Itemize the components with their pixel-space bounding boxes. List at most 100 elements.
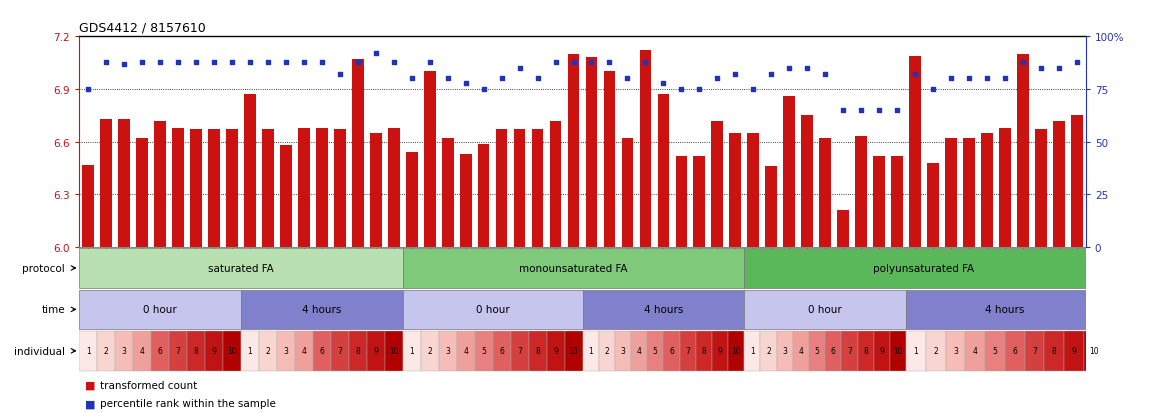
Text: 5: 5 bbox=[814, 347, 819, 356]
Text: 1: 1 bbox=[248, 347, 253, 356]
Bar bbox=[926, 331, 946, 371]
Point bbox=[582, 59, 601, 66]
Bar bbox=[1017, 55, 1029, 248]
Bar bbox=[83, 165, 94, 248]
Bar bbox=[298, 128, 310, 248]
Text: monounsaturated FA: monounsaturated FA bbox=[520, 263, 628, 273]
Bar bbox=[331, 331, 348, 371]
Point bbox=[619, 76, 637, 83]
Point bbox=[762, 72, 781, 78]
Text: 8: 8 bbox=[701, 347, 706, 356]
Point bbox=[438, 76, 457, 83]
Text: 0 hour: 0 hour bbox=[475, 305, 509, 315]
Point bbox=[546, 59, 565, 66]
Bar bbox=[245, 95, 256, 248]
Bar bbox=[909, 57, 920, 248]
Text: 2: 2 bbox=[104, 347, 108, 356]
Point bbox=[384, 59, 403, 66]
Bar bbox=[906, 290, 1103, 330]
Bar bbox=[603, 72, 615, 248]
Text: 0 hour: 0 hour bbox=[809, 305, 842, 315]
Point bbox=[150, 59, 169, 66]
Bar bbox=[615, 331, 631, 371]
Bar bbox=[657, 95, 669, 248]
Bar bbox=[946, 331, 966, 371]
Point bbox=[115, 61, 134, 68]
Bar bbox=[223, 331, 241, 371]
Text: 2: 2 bbox=[605, 347, 609, 356]
Text: 8: 8 bbox=[193, 347, 198, 356]
Bar bbox=[352, 60, 363, 248]
Text: 8: 8 bbox=[1052, 347, 1057, 356]
Text: 10: 10 bbox=[227, 347, 236, 356]
Bar bbox=[457, 331, 474, 371]
Text: individual: individual bbox=[14, 346, 65, 356]
Text: polyunsaturated FA: polyunsaturated FA bbox=[874, 263, 975, 273]
Bar bbox=[226, 130, 238, 248]
Bar bbox=[748, 134, 760, 248]
Point bbox=[348, 59, 367, 66]
Bar bbox=[259, 331, 277, 371]
Text: 10: 10 bbox=[732, 347, 741, 356]
Bar bbox=[648, 331, 663, 371]
Point bbox=[816, 72, 834, 78]
Text: 4: 4 bbox=[637, 347, 642, 356]
Bar bbox=[478, 144, 489, 248]
Point bbox=[960, 76, 979, 83]
Text: ■: ■ bbox=[85, 380, 96, 390]
Bar bbox=[981, 134, 993, 248]
Point bbox=[941, 76, 960, 83]
Bar bbox=[405, 153, 417, 248]
Bar bbox=[79, 290, 241, 330]
Bar bbox=[313, 331, 331, 371]
Bar bbox=[761, 331, 777, 371]
Text: 4: 4 bbox=[302, 347, 306, 356]
Bar bbox=[262, 130, 274, 248]
Text: 9: 9 bbox=[880, 347, 884, 356]
Bar bbox=[367, 331, 384, 371]
Bar bbox=[841, 331, 857, 371]
Point bbox=[493, 76, 511, 83]
Text: 5: 5 bbox=[652, 347, 658, 356]
Bar bbox=[241, 290, 403, 330]
Bar bbox=[1064, 331, 1083, 371]
Text: 3: 3 bbox=[283, 347, 289, 356]
Bar bbox=[529, 331, 546, 371]
Bar bbox=[582, 290, 744, 330]
Text: transformed count: transformed count bbox=[100, 380, 197, 390]
Bar bbox=[744, 290, 906, 330]
Point bbox=[79, 86, 98, 93]
Bar bbox=[855, 137, 867, 248]
Text: 1: 1 bbox=[750, 347, 755, 356]
Point bbox=[996, 76, 1015, 83]
Text: 8: 8 bbox=[355, 347, 360, 356]
Bar bbox=[133, 331, 151, 371]
Bar bbox=[280, 146, 291, 248]
Bar bbox=[729, 134, 741, 248]
Point bbox=[528, 76, 546, 83]
Bar bbox=[334, 130, 346, 248]
Text: 3: 3 bbox=[121, 347, 127, 356]
Point bbox=[690, 86, 708, 93]
Text: 9: 9 bbox=[553, 347, 558, 356]
Bar bbox=[906, 331, 926, 371]
Bar bbox=[79, 249, 403, 288]
Point bbox=[276, 59, 295, 66]
Bar bbox=[439, 331, 457, 371]
Bar bbox=[1025, 331, 1045, 371]
Text: 4: 4 bbox=[973, 347, 977, 356]
Text: 8: 8 bbox=[863, 347, 868, 356]
Text: ■: ■ bbox=[85, 399, 96, 408]
Bar bbox=[777, 331, 793, 371]
Bar bbox=[424, 72, 436, 248]
Bar bbox=[403, 331, 421, 371]
Bar bbox=[712, 331, 728, 371]
Bar bbox=[403, 249, 744, 288]
Bar bbox=[136, 139, 148, 248]
Text: 1: 1 bbox=[409, 347, 414, 356]
Point bbox=[241, 59, 260, 66]
Text: 10: 10 bbox=[894, 347, 903, 356]
Text: saturated FA: saturated FA bbox=[209, 263, 274, 273]
Bar bbox=[945, 139, 956, 248]
Text: 9: 9 bbox=[718, 347, 722, 356]
